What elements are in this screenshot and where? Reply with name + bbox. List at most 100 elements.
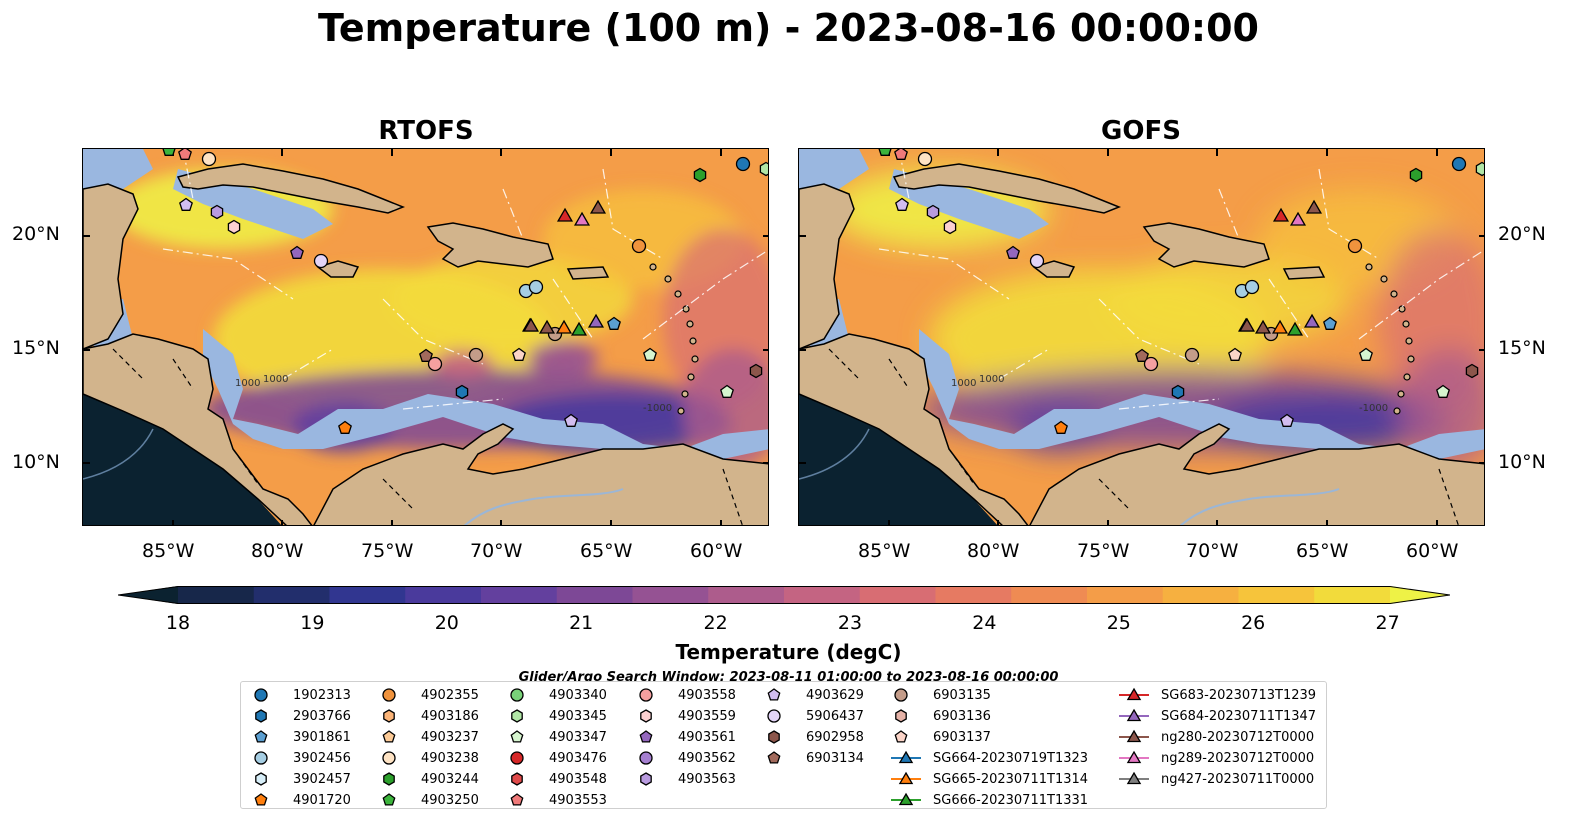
puerto-rico-island	[566, 266, 610, 280]
lat-label: 15°N	[1498, 337, 1546, 359]
legend-item: 4903237	[377, 727, 479, 747]
argo-float-marker	[290, 245, 304, 259]
island	[1398, 305, 1406, 313]
legend-symbol	[768, 730, 780, 744]
legend-label: 4903561	[678, 729, 736, 745]
legend-label: 4903548	[549, 771, 607, 787]
legend-symbol	[640, 709, 652, 723]
island	[691, 355, 699, 363]
argo-float-marker	[210, 204, 224, 220]
legend-item: 3902457	[249, 769, 351, 789]
jamaica-island	[1032, 260, 1076, 278]
south-america-landmass	[1029, 423, 1484, 525]
legend: 1902313 2903766 3901861 3902456 3902457 49017…	[240, 681, 1327, 809]
island	[682, 305, 690, 313]
argo-float-marker	[1323, 316, 1337, 330]
lon-label: 85°W	[142, 540, 195, 562]
legend-label: ng289-20230712T0000	[1161, 750, 1315, 766]
map-gofs[interactable]: 1000 1000 -1000	[798, 148, 1485, 526]
colorbar-gradient	[117, 586, 1451, 604]
legend-symbol	[767, 688, 781, 701]
island	[649, 263, 657, 271]
legend-item: 4903345	[505, 706, 607, 726]
argo-float-marker	[749, 363, 763, 379]
legend-symbol	[640, 772, 652, 786]
legend-symbol	[639, 751, 653, 765]
legend-label: 4903559	[678, 708, 736, 724]
legend-label: 4903345	[549, 708, 607, 724]
glider-marker	[1238, 317, 1256, 332]
argo-float-marker	[643, 347, 657, 361]
legend-marker-icon	[254, 751, 268, 765]
legend-label: 4902355	[421, 687, 479, 703]
glider-marker	[573, 211, 591, 226]
legend-label: ng280-20230712T0000	[1161, 729, 1315, 745]
legend-label: 4903553	[549, 792, 607, 808]
argo-float-marker	[693, 167, 707, 183]
lon-label: 65°W	[580, 540, 633, 562]
argo-float-marker	[1244, 279, 1260, 295]
legend-triangle	[1126, 708, 1142, 722]
colorbar-tick-label: 19	[300, 612, 325, 634]
colorbar-segment	[708, 586, 785, 604]
legend-item: 4903238	[377, 748, 479, 768]
legend-item: 4903559	[634, 706, 736, 726]
legend-item: ng427-20230711T0000	[1117, 769, 1314, 789]
legend-marker-icon	[1119, 729, 1149, 743]
argo-float-marker	[917, 151, 933, 167]
colorbar-tick-label: 23	[837, 612, 863, 634]
colorbar-segment	[329, 586, 406, 604]
yucatan-landmass	[83, 183, 139, 350]
argo-float-marker	[735, 156, 751, 172]
legend-marker-icon	[382, 730, 396, 743]
colorbar-title: Temperature (degC)	[675, 640, 902, 664]
glider-marker	[1272, 207, 1290, 222]
island	[1397, 390, 1405, 398]
legend-label: 6903136	[933, 708, 991, 724]
map-rtofs[interactable]: 1000 1000 -1000	[82, 148, 769, 526]
argo-float-marker	[419, 348, 433, 362]
legend-label: SG684-20230711T1347	[1161, 708, 1317, 724]
argo-float-marker	[468, 347, 484, 363]
legend-marker-icon	[510, 751, 524, 765]
legend-label: 4903629	[806, 687, 864, 703]
legend-marker-icon	[510, 688, 524, 702]
legend-marker-icon	[511, 709, 523, 723]
legend-symbol	[383, 772, 395, 786]
legend-item: 3901861	[249, 727, 351, 747]
legend-symbol	[894, 688, 908, 702]
argo-float-marker	[313, 253, 329, 269]
argo-float-marker	[1436, 384, 1450, 398]
legend-triangle	[1126, 687, 1142, 701]
colorbar-segment	[1238, 586, 1315, 604]
glider-marker	[555, 319, 573, 334]
colorbar-segment	[253, 586, 331, 604]
jamaica-island	[316, 260, 360, 278]
legend-label: 5906437	[806, 708, 864, 724]
legend-triangle	[898, 771, 914, 785]
legend-item: SG665-20230711T1314	[889, 769, 1088, 789]
colorbar-tick-label: 25	[1106, 612, 1131, 634]
argo-float-marker	[1171, 384, 1185, 400]
legend-marker-icon	[1119, 687, 1149, 701]
legend-marker-icon	[891, 750, 921, 764]
hispaniola-island	[1142, 222, 1270, 268]
legend-label: 3902456	[293, 750, 351, 766]
legend-marker-icon	[767, 709, 781, 723]
island	[664, 275, 672, 283]
glider-marker	[570, 321, 588, 336]
cuba-island	[892, 163, 1122, 214]
argo-float-marker	[427, 356, 443, 372]
hispaniola-island	[426, 222, 554, 268]
legend-marker-icon	[383, 772, 395, 786]
legend-marker-icon	[383, 709, 395, 723]
legend-marker-icon	[639, 751, 653, 765]
legend-item: 4903340	[505, 685, 607, 705]
colorbar-segment	[405, 586, 482, 604]
lon-label: 70°W	[470, 540, 523, 562]
island	[1393, 407, 1401, 415]
argo-float-marker	[1451, 156, 1467, 172]
argo-float-marker	[1280, 413, 1294, 427]
legend-label: 4903340	[549, 687, 607, 703]
legend-marker-icon	[255, 709, 267, 723]
